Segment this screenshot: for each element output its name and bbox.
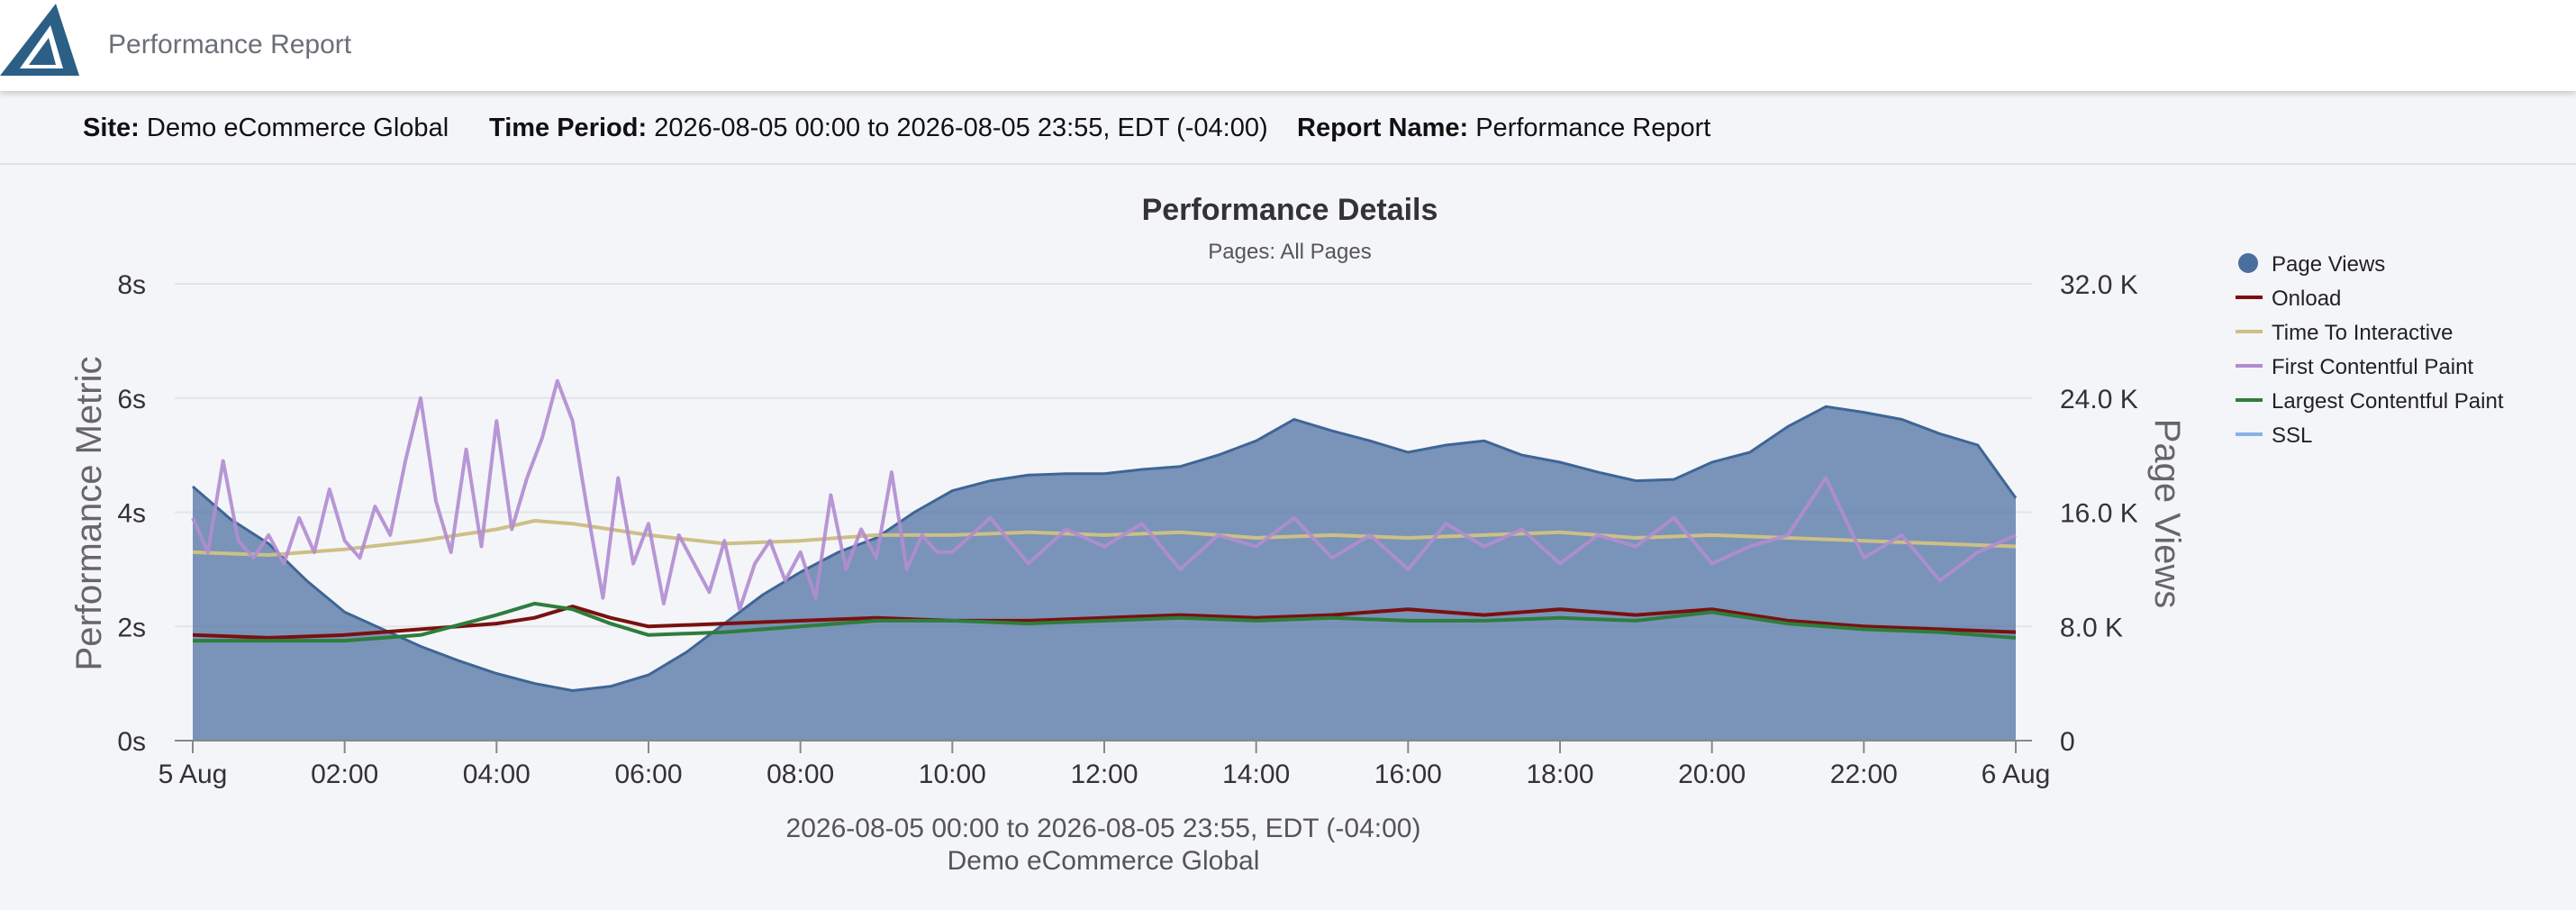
- legend-item-ssl[interactable]: SSL: [2236, 423, 2312, 448]
- legend-item-largest-contentful-paint[interactable]: Largest Contentful Paint: [2236, 389, 2504, 414]
- area-edge-page-views: [192, 405, 2018, 693]
- performance-chart: Performance Details Pages: All Pages 0s 0…: [69, 193, 2504, 876]
- x-tick-label: 5 Aug: [159, 760, 228, 789]
- line-first-contentful-paint: [191, 378, 2017, 612]
- line-onload: [192, 605, 2017, 640]
- area-page-views: [193, 406, 2016, 741]
- page-views-area: [192, 405, 2018, 741]
- site-value: Demo eCommerce Global: [146, 114, 449, 142]
- brand-logo-icon[interactable]: [0, 2, 83, 77]
- y-tick-label-right: 8.0 K: [2060, 613, 2123, 642]
- report-info-bar: Site: Demo eCommerce Global Time Period:…: [0, 91, 2576, 165]
- time-period-value: 2026-08-05 00:00 to 2026-08-05 23:55, ED…: [654, 114, 1268, 142]
- x-tick-label: 06:00: [614, 760, 682, 789]
- site-label: Site:: [83, 114, 140, 142]
- x-tick-label: 20:00: [1678, 760, 1746, 789]
- top-bar: Performance Report: [0, 0, 2576, 91]
- y-tick-label-left: 0s: [117, 727, 146, 757]
- x-tick-label: 6 Aug: [1982, 760, 2051, 789]
- line-largest-contentful-paint: [193, 601, 2017, 643]
- x-tick-label: 18:00: [1526, 760, 1593, 789]
- legend-marker: [2238, 253, 2258, 273]
- legend-label: Largest Contentful Paint: [2272, 389, 2504, 414]
- x-tick-label: 02:00: [311, 760, 378, 789]
- site-info: Site: Demo eCommerce Global: [83, 114, 449, 143]
- legend-label: Onload: [2272, 287, 2341, 311]
- legend-label: First Contentful Paint: [2272, 355, 2473, 379]
- legend-item-first-contentful-paint[interactable]: First Contentful Paint: [2236, 355, 2473, 379]
- x-tick-label: 04:00: [463, 760, 531, 789]
- legend-item-page-views[interactable]: Page Views: [2238, 252, 2385, 277]
- report-name-value: Performance Report: [1475, 114, 1711, 142]
- legend-item-time-to-interactive[interactable]: Time To Interactive: [2236, 321, 2453, 345]
- legend-item-onload[interactable]: Onload: [2236, 287, 2341, 311]
- legend-label: SSL: [2272, 423, 2312, 448]
- y-tick-label-right: 32.0 K: [2060, 270, 2138, 300]
- chart-title: Performance Details: [1142, 193, 1438, 227]
- y-tick-label-left: 2s: [117, 613, 146, 642]
- report-name-label: Report Name:: [1297, 114, 1469, 142]
- time-period-info: Time Period: 2026-08-05 00:00 to 2026-08…: [489, 114, 1268, 143]
- y-tick-label-left: 8s: [117, 270, 146, 300]
- axes: 0s 0 2s 8.0 K 4s 16.0 K 6s 24.0 K 8s 32.0 K 5 Aug 0…: [117, 270, 2137, 789]
- x-tick-label: 14:00: [1222, 760, 1290, 789]
- y-tick-label-left: 4s: [117, 499, 146, 529]
- x-axis-title-line1: 2026-08-05 00:00 to 2026-08-05 23:55, ED…: [786, 814, 1421, 843]
- x-tick-label: 16:00: [1374, 760, 1442, 789]
- legend-label: Time To Interactive: [2272, 321, 2453, 345]
- x-tick-label: 10:00: [919, 760, 986, 789]
- x-axis-title-line2: Demo eCommerce Global: [948, 846, 1260, 876]
- x-tick-label: 22:00: [1830, 760, 1898, 789]
- chart-subtitle: Pages: All Pages: [1208, 240, 1371, 264]
- y-tick-label-left: 6s: [117, 385, 146, 414]
- x-tick-label: 08:00: [766, 760, 834, 789]
- y-tick-label-right: 16.0 K: [2060, 499, 2138, 529]
- legend: Page Views Onload Time To Interactive First…: [2236, 252, 2504, 448]
- y-axis-title-left: Performance Metric: [69, 357, 109, 671]
- y-axis-title-right: Page Views: [2147, 419, 2187, 609]
- series-lines: [191, 378, 2017, 643]
- legend-label: Page Views: [2272, 252, 2385, 277]
- y-tick-label-right: 24.0 K: [2060, 385, 2138, 414]
- time-period-label: Time Period:: [489, 114, 648, 142]
- app-title: Performance Report: [108, 30, 352, 59]
- line-time-to-interactive: [192, 519, 2017, 557]
- x-tick-label: 12:00: [1070, 760, 1138, 789]
- report-name-info: Report Name: Performance Report: [1297, 114, 1710, 143]
- y-tick-label-right: 0: [2060, 727, 2075, 757]
